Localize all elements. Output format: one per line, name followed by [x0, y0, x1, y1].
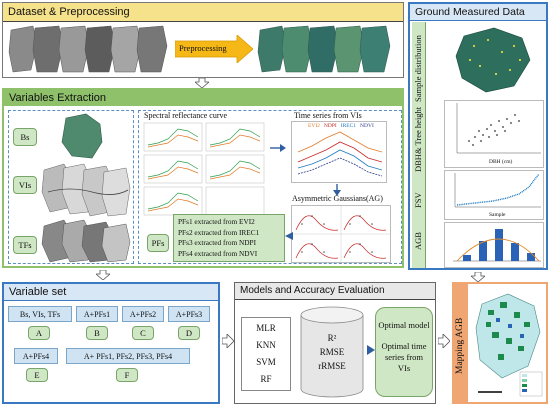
preprocessing-label: Preprocessing — [179, 43, 227, 53]
arrow-varset-to-models — [222, 334, 234, 348]
varset-item-d: A+PFs3 — [168, 306, 210, 322]
metric-r2: R² — [327, 333, 337, 343]
varset-item-e: A+PFs4 — [14, 348, 58, 364]
ag-title: Asymmetric Gaussians(AG) — [292, 194, 383, 203]
varset-letter-c: C — [132, 326, 154, 340]
varset-item-c: A+PFs2 — [122, 306, 164, 322]
tfs-label: TFs — [13, 236, 37, 254]
metric-rrmse: rRMSE — [318, 361, 346, 371]
arrow-metrics-to-optimal — [367, 345, 375, 355]
label-agb: AGB — [413, 232, 423, 250]
pf-line-1: PFs1 extracted from EVI2 — [178, 217, 255, 226]
optimal-model: Optimal model — [378, 320, 430, 330]
arrow-models-to-mapping — [438, 334, 450, 348]
vis-images — [41, 163, 131, 217]
models-list: MLR KNN SVM RF — [241, 317, 291, 391]
label-dbh-tree-height: DBH& Tree height — [413, 106, 423, 172]
model-rf: RF — [260, 374, 272, 384]
varset-title: Variable set — [4, 284, 218, 301]
varset-letter-d: D — [178, 326, 200, 340]
varset-letter-f: F — [116, 368, 138, 382]
pf-line-2: PFs2 extracted from IREC1 — [178, 227, 260, 237]
dataset-title: Dataset & Preprocessing — [3, 3, 403, 22]
varset-letter-e: E — [26, 368, 48, 382]
scatter-xlabel: DBH (cm) — [489, 159, 513, 165]
varset-item-b: A+PFs1 — [76, 306, 118, 322]
spectral-title: Spectral reflectance curve — [144, 111, 228, 120]
model-knn: KNN — [256, 340, 276, 350]
fsv-chart: Sample — [444, 170, 544, 220]
varset-item-a: Bs, VIs, TFs — [8, 306, 72, 322]
models-title: Models and Accuracy Evaluation — [235, 283, 435, 300]
pfs-list: PFs1 extracted from EVI2 PFs2 extracted … — [173, 214, 285, 262]
label-fsv: FSV — [413, 192, 423, 208]
mapping-label-strip — [454, 284, 468, 402]
varset-letter-b: B — [86, 326, 108, 340]
ts-legend-evi2: EVI2 — [308, 123, 320, 129]
arrow-timeseries-to-ag — [333, 184, 341, 196]
agb-histogram — [444, 222, 544, 268]
ts-legend: EVI2 NDPI IREC1 NDVI — [308, 123, 388, 129]
optimal-timeseries: Optimal time series from VIs — [381, 341, 427, 373]
metrics-cylinder — [300, 306, 364, 398]
label-sample-distribution: Sample distribution — [413, 35, 423, 102]
arrow-variables-to-varset — [96, 270, 110, 280]
optimal-box: Optimal model Optimal time series from V… — [375, 307, 433, 397]
variables-right-column — [138, 110, 402, 264]
model-mlr: MLR — [256, 323, 276, 333]
dataset-panel: Dataset & Preprocessing Preprocessing — [2, 2, 404, 78]
pf-line-4: PFs4 extracted from NDVI — [178, 248, 258, 258]
processed-imagery — [257, 25, 391, 73]
sample-distribution-map — [455, 27, 531, 93]
raw-imagery — [8, 25, 168, 73]
model-svm: SVM — [256, 357, 276, 367]
arrow-ag-to-pfs — [285, 232, 293, 240]
pfs-label: PFs — [147, 234, 169, 252]
agb-map — [475, 293, 543, 397]
mapping-label: Mapping AGB — [455, 317, 465, 374]
tfs-images — [41, 219, 131, 263]
metrics-list: R² RMSE rRMSE — [299, 331, 365, 373]
timeseries-chart: EVI2 NDPI IREC1 NDVI — [291, 121, 387, 183]
fsv-xlabel: Sample — [489, 212, 506, 218]
pf-line-3: PFs3 extracted from NDPI — [178, 238, 257, 247]
varset-item-f: A+ PFs1, PFs2, PFs3, PFs4 — [66, 348, 190, 364]
metric-rmse: RMSE — [319, 347, 345, 357]
variables-panel: Variables Extraction Bs VIs TFs Spectral… — [2, 88, 404, 268]
timeseries-title: Time series from VIs — [294, 111, 362, 120]
ts-legend-ndvi: NDVI — [360, 123, 374, 129]
ground-label-strip — [412, 22, 426, 268]
dbh-height-scatter: DBH (cm) — [444, 100, 544, 168]
bs-image — [61, 113, 103, 159]
arrow-ground-to-mapping — [471, 272, 485, 282]
bs-label: Bs — [13, 128, 37, 146]
spectral-curves — [143, 122, 265, 216]
ground-title: Ground Measured Data — [410, 4, 546, 21]
variables-title: Variables Extraction — [4, 90, 402, 106]
ts-legend-irec1: IREC1 — [340, 123, 357, 129]
models-panel: Models and Accuracy Evaluation MLR KNN S… — [234, 282, 436, 404]
vis-label: VIs — [13, 176, 37, 194]
variables-left-column — [8, 110, 134, 264]
varset-letter-a: A — [28, 326, 50, 340]
ag-charts — [291, 205, 391, 263]
ground-panel: Ground Measured Data Sample distribution… — [408, 2, 548, 270]
arrow-spectral-to-timeseries — [270, 144, 286, 152]
ts-legend-ndpi: NDPI — [323, 123, 337, 129]
arrow-dataset-to-variables — [195, 78, 209, 88]
mapping-panel: Mapping AGB — [452, 282, 548, 404]
varset-panel: Variable set Bs, VIs, TFs A+PFs1 A+PFs2 … — [2, 282, 220, 404]
preprocessing-arrow: Preprocessing — [175, 35, 253, 63]
